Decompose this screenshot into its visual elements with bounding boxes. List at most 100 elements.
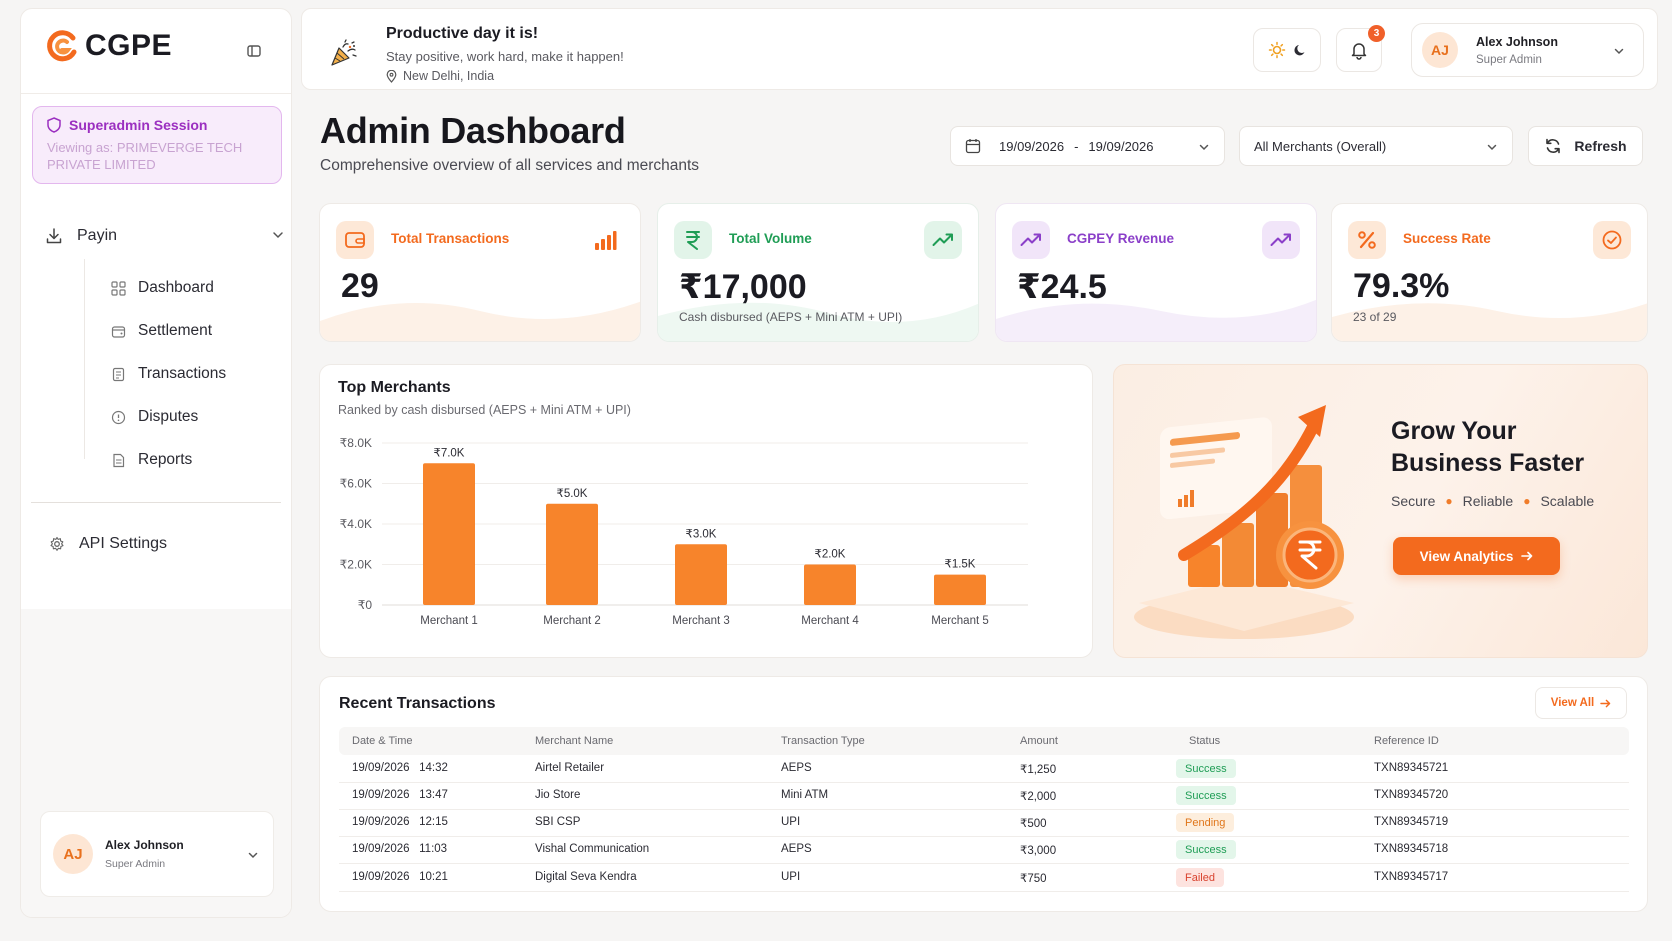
greeting-subtitle: Stay positive, work hard, make it happen… [386,49,624,64]
cell-reference: TXN89345721 [1374,762,1449,774]
sidebar-item-transactions[interactable]: Transactions [111,363,226,385]
bar-value-label: ₹1.5K [945,559,976,571]
grid-icon [111,280,126,296]
promo-tag: Scalable [1540,493,1595,509]
promo-tags: Secure ● Reliable ● Scalable [1391,493,1595,509]
sidebar-item-api-settings[interactable]: API Settings [49,535,167,553]
theme-toggle[interactable] [1253,28,1321,72]
promo-title-line2: Business Faster [1391,449,1585,477]
promo-title: Grow Your Business Faster [1391,415,1584,479]
receipt-icon [112,367,125,381]
wallet-icon [111,325,126,338]
x-tick-label: Merchant 3 [672,615,730,627]
kpi-total-volume[interactable]: Total Volume ₹17,000 Cash disbursed (AEP… [657,203,979,342]
chevron-down-icon [273,232,283,239]
x-tick-label: Merchant 2 [543,615,601,627]
check-circle-icon [1593,221,1631,259]
sidebar-item-label: Dashboard [138,279,214,296]
kpi-label: CGPEY Revenue [1067,231,1175,246]
sidebar-collapse-icon[interactable] [246,43,262,59]
status-badge: Pending [1176,813,1235,832]
cell-amount: ₹500 [1020,818,1047,830]
view-all-button[interactable]: View All [1535,687,1627,719]
bar-value-label: ₹3.0K [686,528,717,540]
nav-group-payin[interactable]: Payin [45,224,285,248]
table-row[interactable]: 19/09/2026 10:21 Digital Seva Kendra UPI ₹7… [339,864,1629,892]
kpi-cgpey-revenue[interactable]: CGPEY Revenue ₹24.5 [995,203,1317,342]
moon-icon[interactable] [1293,43,1307,57]
card-subtitle: Ranked by cash disbursed (AEPS + Mini AT… [338,403,631,417]
page-subtitle: Comprehensive overview of all services a… [320,157,700,174]
sidebar-item-reports[interactable]: Reports [111,449,192,471]
bar-value-label: ₹5.0K [557,488,588,500]
sidebar-item-settlement[interactable]: Settlement [111,320,212,342]
session-viewing-as: Viewing as: PRIMEVERGE TECH PRIVATE LIMI… [47,140,243,172]
sidebar-item-disputes[interactable]: Disputes [111,406,198,428]
date-range-picker[interactable]: 19/09/2026 - 19/09/2026 [950,126,1225,166]
brand-logo[interactable]: CGPE [45,29,172,63]
view-analytics-button[interactable]: View Analytics [1393,537,1560,575]
chevron-down-icon [248,852,258,859]
document-icon [113,453,125,467]
bar-chart-icon [586,221,624,259]
bar [934,574,986,605]
kpi-value: ₹17,000 [679,268,807,306]
status-badge: Success [1176,786,1236,805]
x-tick-label: Merchant 4 [801,615,859,627]
refresh-button[interactable]: Refresh [1528,126,1643,166]
cell-merchant: Digital Seva Kendra [535,871,637,883]
sun-icon[interactable] [1268,41,1286,59]
arrow-right-icon [1521,551,1533,561]
alert-circle-icon [111,410,126,424]
user-role: Super Admin [105,858,166,870]
cell-amount: ₹750 [1020,873,1047,885]
trending-up-icon [1012,221,1050,259]
merchant-filter-select[interactable]: All Merchants (Overall) [1239,126,1513,166]
cell-reference: TXN89345720 [1374,789,1449,801]
table-row[interactable]: 19/09/2026 13:47 Jio Store Mini ATM ₹2,000 T… [339,782,1629,810]
chevron-down-icon [1614,48,1624,55]
recent-transactions-card: Recent Transactions View All Date & Time… [319,676,1648,912]
cell-datetime: 19/09/2026 10:21 [352,871,448,883]
bar [804,564,856,605]
trending-up-icon [1262,221,1300,259]
location-text: New Delhi, India [403,69,495,83]
view-all-label: View All [1550,697,1595,709]
shield-icon [47,117,61,133]
refresh-icon [1546,138,1561,154]
kpi-success-rate[interactable]: Success Rate 79.3% 23 of 29 [1331,203,1648,342]
kpi-value: 29 [341,267,379,305]
x-tick-label: Merchant 1 [420,615,478,627]
sidebar: CGPE Superadmin Session Viewing as: PRIM… [20,8,292,918]
cell-type: AEPS [781,843,812,855]
kpi-total-transactions[interactable]: Total Transactions 29 [319,203,641,342]
user-name: Alex Johnson [1476,34,1558,49]
avatar: AJ [1422,32,1458,68]
cell-type: UPI [781,871,801,883]
cell-reference: TXN89345718 [1374,843,1449,855]
status-badge: Failed [1176,868,1224,887]
y-tick-label: ₹4.0K [340,517,372,531]
merchant-filter-value: All Merchants (Overall) [1254,138,1387,154]
cell-merchant: Jio Store [535,789,581,801]
sidebar-user-menu[interactable]: AJ Alex Johnson Super Admin [40,811,274,897]
sidebar-item-label: Disputes [138,408,199,425]
top-header: Productive day it is! Stay positive, wor… [301,8,1658,90]
notifications-button[interactable]: 3 [1336,25,1385,72]
kpi-value: 79.3% [1353,267,1450,305]
nav-group-label: Payin [77,227,118,244]
table-row[interactable]: 19/09/2026 11:03 Vishal Communication AEPS… [339,836,1629,864]
user-role: Super Admin [1476,53,1542,66]
table-row[interactable]: 19/09/2026 12:15 SBI CSP UPI ₹500 TXN8934571… [339,809,1629,837]
table-row[interactable]: 19/09/2026 14:32 Airtel Retailer AEPS ₹1,25… [339,755,1629,783]
column-header: Reference ID [1374,735,1439,747]
bar [546,503,598,605]
column-header: Merchant Name [535,735,614,747]
status-badge: Success [1176,840,1236,859]
cell-reference: TXN89345719 [1374,816,1449,828]
sidebar-item-dashboard[interactable]: Dashboard [111,277,214,299]
bar-value-label: ₹7.0K [434,447,465,459]
arrow-right-icon [1600,699,1611,707]
cell-amount: ₹2,000 [1020,791,1057,803]
header-user-menu[interactable]: AJ Alex Johnson Super Admin [1411,23,1644,77]
